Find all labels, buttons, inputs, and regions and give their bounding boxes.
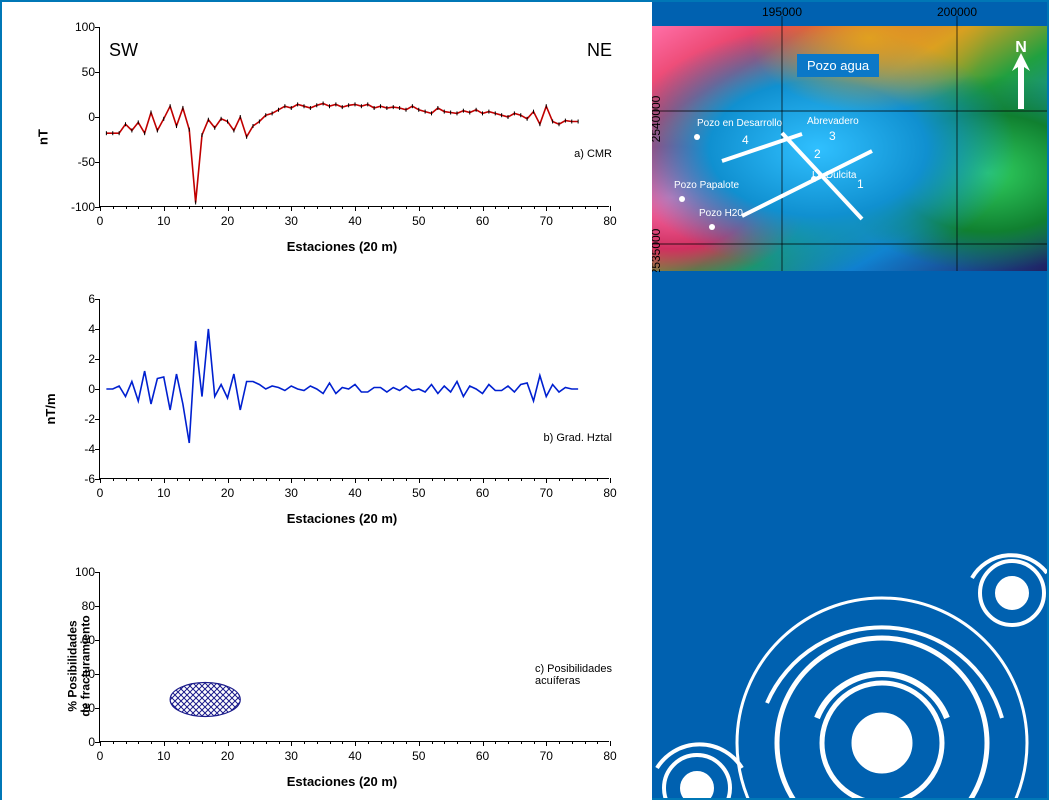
chart-c-plot: 02040608010001020304050607080	[99, 572, 609, 742]
svg-text:Pozo H20: Pozo H20	[699, 208, 743, 219]
chart-b-grad: nT/m -6-4-2024601020304050607080 b) Grad…	[57, 294, 627, 524]
map-svg: 195000 200000 2540000 2535000 Pozo en Desa…	[652, 2, 1047, 272]
right-panel: 195000 200000 2540000 2535000 Pozo en Desa…	[652, 2, 1047, 798]
svg-text:Abrevadero: Abrevadero	[807, 116, 859, 127]
chart-b-ylabel: nT/m	[43, 393, 58, 424]
chart-a-panel-label: a) CMR	[574, 148, 612, 160]
water-ripples	[652, 518, 1047, 798]
svg-text:3: 3	[829, 129, 836, 143]
chart-b-panel-label: b) Grad. Hztal	[544, 432, 612, 444]
chart-a-plot: -100-5005010001020304050607080	[99, 27, 609, 207]
svg-text:Pozo Papalote: Pozo Papalote	[674, 180, 739, 191]
chart-c-posib: % Posibilidades de fracturamiento 020406…	[57, 567, 627, 787]
svg-text:2: 2	[814, 147, 821, 161]
pozo-agua-label: Pozo agua	[797, 54, 879, 77]
svg-text:4: 4	[742, 133, 749, 147]
svg-text:195000: 195000	[762, 5, 802, 19]
svg-text:Pozo en Desarrollo: Pozo en Desarrollo	[697, 118, 782, 129]
left-charts-panel: SW NE nT -100-5005010001020304050607080 …	[2, 2, 652, 802]
svg-text:2535000: 2535000	[652, 228, 663, 272]
chart-a-cmr: SW NE nT -100-5005010001020304050607080 …	[57, 22, 627, 252]
svg-text:La Dulcita: La Dulcita	[812, 170, 857, 181]
north-arrow: N	[1010, 39, 1032, 111]
chart-a-ylabel: nT	[35, 129, 50, 145]
chart-a-xlabel: Estaciones (20 m)	[57, 239, 627, 254]
svg-text:1: 1	[857, 177, 864, 191]
map-area: 195000200000 25400002535000 Pozo en Desa…	[652, 26, 1047, 271]
svg-text:200000: 200000	[937, 5, 977, 19]
chart-c-panel-label: c) Posibilidades acuíferas	[535, 663, 612, 687]
chart-b-xlabel: Estaciones (20 m)	[57, 511, 627, 526]
chart-b-plot: -6-4-2024601020304050607080	[99, 299, 609, 479]
svg-text:2540000: 2540000	[652, 95, 663, 142]
north-arrow-icon	[1010, 53, 1032, 111]
chart-c-xlabel: Estaciones (20 m)	[57, 774, 627, 789]
